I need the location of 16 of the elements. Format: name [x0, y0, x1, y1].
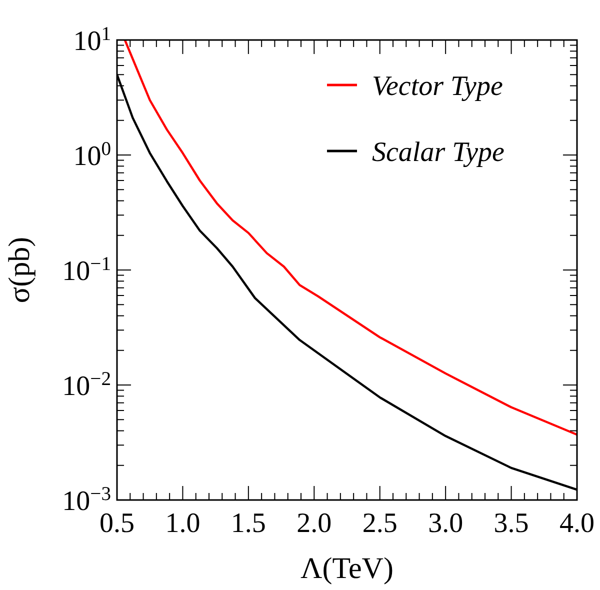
legend-label: Scalar Type [372, 136, 504, 168]
x-tick-label: 3.5 [494, 508, 529, 539]
y-tick-label: 10$^{−2}$ [62, 368, 111, 402]
x-tick-label: 4.0 [560, 508, 594, 539]
x-tick-label: 3.0 [428, 508, 464, 539]
x-tick-label: 2.5 [362, 508, 398, 539]
y-tick-label: 10$^{−1}$ [62, 253, 111, 287]
x-axis-title: Λ(TeV) [300, 552, 394, 585]
y-tick-label: 10$^{1}$ [73, 23, 111, 57]
y-axis-title: σ(pb) [3, 236, 36, 304]
line-series [124, 40, 577, 436]
y-tick-label: 10$^{0}$ [73, 138, 112, 172]
x-tick-label: 1.0 [165, 508, 200, 539]
x-tick-label: 1.5 [230, 508, 266, 539]
x-tick-label: 2.0 [296, 508, 332, 539]
legend-label: Vector Type [372, 70, 503, 102]
